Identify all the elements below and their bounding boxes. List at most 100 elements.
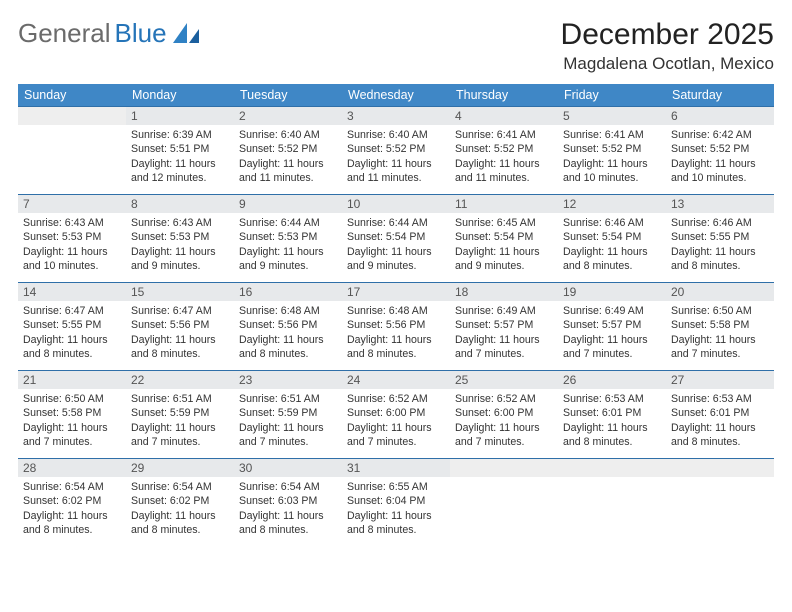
day-info: Sunrise: 6:46 AMSunset: 5:54 PMDaylight:…	[558, 213, 666, 277]
day-number: 26	[558, 371, 666, 389]
dow-wednesday: Wednesday	[342, 84, 450, 107]
dow-sunday: Sunday	[18, 84, 126, 107]
calendar-cell	[666, 459, 774, 547]
calendar-cell: 20Sunrise: 6:50 AMSunset: 5:58 PMDayligh…	[666, 283, 774, 371]
day-info: Sunrise: 6:48 AMSunset: 5:56 PMDaylight:…	[234, 301, 342, 365]
header: GeneralBlue December 2025 Magdalena Ocot…	[18, 18, 774, 74]
dow-thursday: Thursday	[450, 84, 558, 107]
day-number: 16	[234, 283, 342, 301]
dow-monday: Monday	[126, 84, 234, 107]
day-info: Sunrise: 6:52 AMSunset: 6:00 PMDaylight:…	[450, 389, 558, 453]
day-info: Sunrise: 6:44 AMSunset: 5:54 PMDaylight:…	[342, 213, 450, 277]
calendar-cell: 24Sunrise: 6:52 AMSunset: 6:00 PMDayligh…	[342, 371, 450, 459]
day-info: Sunrise: 6:48 AMSunset: 5:56 PMDaylight:…	[342, 301, 450, 365]
day-number: 28	[18, 459, 126, 477]
day-number: 12	[558, 195, 666, 213]
day-info: Sunrise: 6:39 AMSunset: 5:51 PMDaylight:…	[126, 125, 234, 189]
calendar-cell: 26Sunrise: 6:53 AMSunset: 6:01 PMDayligh…	[558, 371, 666, 459]
calendar-cell: 10Sunrise: 6:44 AMSunset: 5:54 PMDayligh…	[342, 195, 450, 283]
day-number: 15	[126, 283, 234, 301]
day-number: 21	[18, 371, 126, 389]
day-number: 25	[450, 371, 558, 389]
day-number: 11	[450, 195, 558, 213]
day-number: 7	[18, 195, 126, 213]
day-info: Sunrise: 6:43 AMSunset: 5:53 PMDaylight:…	[126, 213, 234, 277]
day-info: Sunrise: 6:40 AMSunset: 5:52 PMDaylight:…	[234, 125, 342, 189]
calendar-cell: 2Sunrise: 6:40 AMSunset: 5:52 PMDaylight…	[234, 107, 342, 195]
day-number: 18	[450, 283, 558, 301]
calendar-cell: 16Sunrise: 6:48 AMSunset: 5:56 PMDayligh…	[234, 283, 342, 371]
day-info: Sunrise: 6:42 AMSunset: 5:52 PMDaylight:…	[666, 125, 774, 189]
title-block: December 2025 Magdalena Ocotlan, Mexico	[561, 18, 774, 74]
day-number: 3	[342, 107, 450, 125]
calendar-cell: 28Sunrise: 6:54 AMSunset: 6:02 PMDayligh…	[18, 459, 126, 547]
calendar-cell: 25Sunrise: 6:52 AMSunset: 6:00 PMDayligh…	[450, 371, 558, 459]
day-number	[18, 107, 126, 125]
calendar-cell: 9Sunrise: 6:44 AMSunset: 5:53 PMDaylight…	[234, 195, 342, 283]
day-info: Sunrise: 6:49 AMSunset: 5:57 PMDaylight:…	[450, 301, 558, 365]
day-number: 9	[234, 195, 342, 213]
day-number: 6	[666, 107, 774, 125]
calendar-cell: 21Sunrise: 6:50 AMSunset: 5:58 PMDayligh…	[18, 371, 126, 459]
calendar-week-row: 28Sunrise: 6:54 AMSunset: 6:02 PMDayligh…	[18, 459, 774, 547]
calendar-cell: 19Sunrise: 6:49 AMSunset: 5:57 PMDayligh…	[558, 283, 666, 371]
dow-saturday: Saturday	[666, 84, 774, 107]
calendar-cell: 27Sunrise: 6:53 AMSunset: 6:01 PMDayligh…	[666, 371, 774, 459]
day-info: Sunrise: 6:41 AMSunset: 5:52 PMDaylight:…	[450, 125, 558, 189]
day-number: 4	[450, 107, 558, 125]
day-info: Sunrise: 6:54 AMSunset: 6:02 PMDaylight:…	[18, 477, 126, 541]
day-number: 19	[558, 283, 666, 301]
day-info: Sunrise: 6:54 AMSunset: 6:03 PMDaylight:…	[234, 477, 342, 541]
day-number	[558, 459, 666, 477]
dow-friday: Friday	[558, 84, 666, 107]
calendar-cell: 31Sunrise: 6:55 AMSunset: 6:04 PMDayligh…	[342, 459, 450, 547]
calendar-cell	[18, 107, 126, 195]
day-number: 23	[234, 371, 342, 389]
calendar-cell: 6Sunrise: 6:42 AMSunset: 5:52 PMDaylight…	[666, 107, 774, 195]
day-info: Sunrise: 6:55 AMSunset: 6:04 PMDaylight:…	[342, 477, 450, 541]
calendar-cell: 3Sunrise: 6:40 AMSunset: 5:52 PMDaylight…	[342, 107, 450, 195]
day-info: Sunrise: 6:47 AMSunset: 5:55 PMDaylight:…	[18, 301, 126, 365]
day-info: Sunrise: 6:49 AMSunset: 5:57 PMDaylight:…	[558, 301, 666, 365]
calendar-week-row: 21Sunrise: 6:50 AMSunset: 5:58 PMDayligh…	[18, 371, 774, 459]
day-number: 29	[126, 459, 234, 477]
brand-sail-icon	[173, 23, 201, 45]
calendar-body: 1Sunrise: 6:39 AMSunset: 5:51 PMDaylight…	[18, 107, 774, 547]
calendar-cell: 15Sunrise: 6:47 AMSunset: 5:56 PMDayligh…	[126, 283, 234, 371]
calendar-week-row: 7Sunrise: 6:43 AMSunset: 5:53 PMDaylight…	[18, 195, 774, 283]
day-info: Sunrise: 6:53 AMSunset: 6:01 PMDaylight:…	[666, 389, 774, 453]
calendar-cell: 4Sunrise: 6:41 AMSunset: 5:52 PMDaylight…	[450, 107, 558, 195]
calendar-cell: 29Sunrise: 6:54 AMSunset: 6:02 PMDayligh…	[126, 459, 234, 547]
dow-row: Sunday Monday Tuesday Wednesday Thursday…	[18, 84, 774, 107]
calendar-cell: 5Sunrise: 6:41 AMSunset: 5:52 PMDaylight…	[558, 107, 666, 195]
day-info: Sunrise: 6:50 AMSunset: 5:58 PMDaylight:…	[666, 301, 774, 365]
calendar-week-row: 1Sunrise: 6:39 AMSunset: 5:51 PMDaylight…	[18, 107, 774, 195]
calendar-cell: 14Sunrise: 6:47 AMSunset: 5:55 PMDayligh…	[18, 283, 126, 371]
day-number: 31	[342, 459, 450, 477]
day-number: 27	[666, 371, 774, 389]
day-number: 22	[126, 371, 234, 389]
dow-tuesday: Tuesday	[234, 84, 342, 107]
calendar-cell: 7Sunrise: 6:43 AMSunset: 5:53 PMDaylight…	[18, 195, 126, 283]
day-info: Sunrise: 6:41 AMSunset: 5:52 PMDaylight:…	[558, 125, 666, 189]
calendar-cell: 30Sunrise: 6:54 AMSunset: 6:03 PMDayligh…	[234, 459, 342, 547]
calendar-table: Sunday Monday Tuesday Wednesday Thursday…	[18, 84, 774, 547]
calendar-cell: 1Sunrise: 6:39 AMSunset: 5:51 PMDaylight…	[126, 107, 234, 195]
day-number: 14	[18, 283, 126, 301]
day-number	[450, 459, 558, 477]
day-number: 5	[558, 107, 666, 125]
day-info: Sunrise: 6:51 AMSunset: 5:59 PMDaylight:…	[234, 389, 342, 453]
calendar-cell: 11Sunrise: 6:45 AMSunset: 5:54 PMDayligh…	[450, 195, 558, 283]
day-info: Sunrise: 6:44 AMSunset: 5:53 PMDaylight:…	[234, 213, 342, 277]
day-number: 2	[234, 107, 342, 125]
day-info: Sunrise: 6:45 AMSunset: 5:54 PMDaylight:…	[450, 213, 558, 277]
day-number: 8	[126, 195, 234, 213]
calendar-week-row: 14Sunrise: 6:47 AMSunset: 5:55 PMDayligh…	[18, 283, 774, 371]
calendar-cell: 22Sunrise: 6:51 AMSunset: 5:59 PMDayligh…	[126, 371, 234, 459]
day-info: Sunrise: 6:46 AMSunset: 5:55 PMDaylight:…	[666, 213, 774, 277]
calendar-cell: 23Sunrise: 6:51 AMSunset: 5:59 PMDayligh…	[234, 371, 342, 459]
calendar-cell: 18Sunrise: 6:49 AMSunset: 5:57 PMDayligh…	[450, 283, 558, 371]
brand-part2: Blue	[115, 18, 167, 49]
calendar-cell: 8Sunrise: 6:43 AMSunset: 5:53 PMDaylight…	[126, 195, 234, 283]
day-info: Sunrise: 6:54 AMSunset: 6:02 PMDaylight:…	[126, 477, 234, 541]
